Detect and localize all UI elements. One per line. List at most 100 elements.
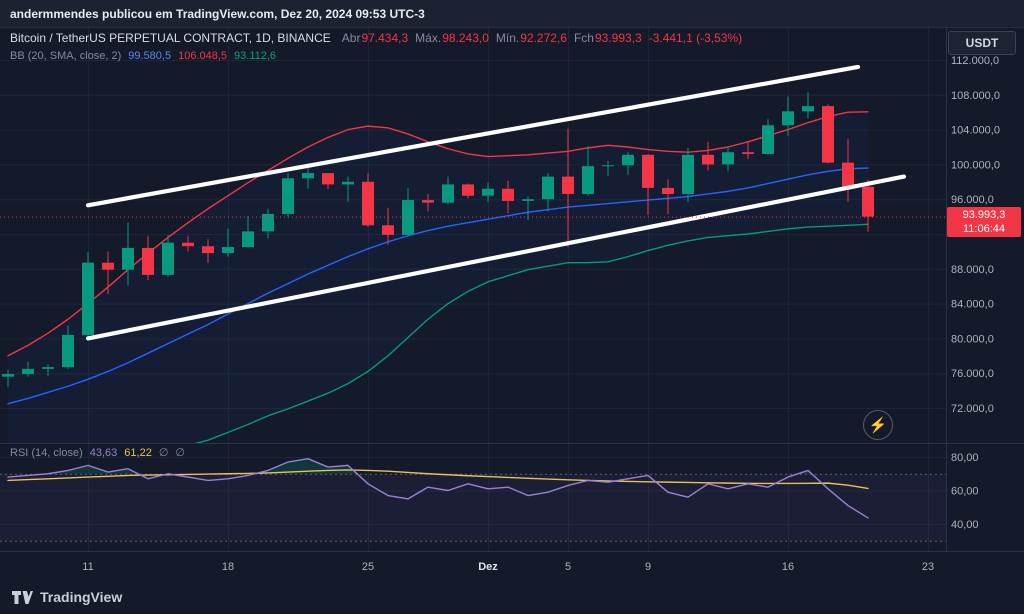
rsi-upper-limit: ∅ [158, 447, 169, 459]
current-price: 93.993,3 [962, 209, 1006, 221]
candle-body [162, 242, 174, 275]
tradingview-logo-icon [12, 590, 33, 604]
rsi-title[interactable]: RSI (14, close) [10, 447, 83, 459]
current-price-tag: 93.993,3 11:06:44 [947, 207, 1021, 237]
attribution-text: andermmendes publicou em TradingView.com… [10, 6, 425, 21]
rsi-lower-limit: ∅ [175, 447, 185, 459]
price-tick-label: 108.000,0 [951, 90, 1000, 102]
ohlc-low: Mín.92.272,6 [496, 31, 567, 45]
price-tick-label: 80.000,0 [951, 333, 994, 345]
time-tick-label: 5 [565, 561, 571, 573]
price-tick-label: 76.000,0 [951, 368, 994, 380]
rsi-line [7, 457, 869, 519]
candle-body [782, 111, 794, 126]
ohlc-close-label: Fch [573, 31, 594, 45]
rsi-tick-label: 80,00 [951, 452, 979, 464]
candle-body [202, 246, 214, 254]
candle-body [122, 247, 134, 270]
candle-body [602, 165, 614, 167]
candle-body [182, 242, 194, 247]
attribution-bar: andermmendes publicou em TradingView.com… [0, 0, 1024, 28]
candle-body [262, 213, 274, 232]
candle-body [342, 181, 354, 185]
bar-countdown: 11:06:44 [962, 223, 1005, 235]
quick-trade-button[interactable]: ⚡ [863, 410, 893, 440]
rsi-value: 43,63 [89, 447, 118, 459]
candle-body [682, 154, 694, 194]
candle-body [22, 368, 34, 375]
price-tick-label: 88.000,0 [951, 264, 994, 276]
candle-body [142, 247, 154, 275]
tradingview-logo-text: TradingView [40, 589, 123, 605]
ohlc-low-value: 92.272,6 [520, 31, 567, 45]
rsi-tick-label: 60,00 [951, 486, 979, 498]
ohlc-high-value: 98.243,0 [442, 31, 489, 45]
candle-body [822, 106, 834, 163]
symbol-title[interactable]: Bitcoin / TetherUS PERPETUAL CONTRACT, 1… [10, 31, 331, 45]
ohlc-low-label: Mín. [495, 31, 520, 45]
candle-body [322, 173, 334, 185]
candle-body [562, 176, 574, 194]
bb-title[interactable]: BB (20, SMA, close, 2) [10, 50, 122, 62]
ohlc-high-label: Máx. [415, 31, 442, 45]
time-tick-label: 23 [922, 561, 934, 573]
ohlc-close-value: 93.993,3 [594, 31, 642, 45]
lightning-icon: ⚡ [868, 417, 888, 434]
bb-lower-value: 93.112,6 [234, 50, 277, 62]
main-pane[interactable] [0, 64, 946, 456]
time-tick-label: 16 [782, 561, 794, 573]
candle-body [282, 178, 294, 214]
bb-fill [8, 111, 868, 443]
candle-body [302, 173, 314, 179]
candle-body [662, 187, 674, 194]
bb-basis-value: 99.580,5 [128, 50, 172, 62]
price-tick-label: 100.000,0 [951, 159, 1000, 171]
ohlc-high: Máx.98.243,0 [415, 31, 489, 45]
candle-body [762, 125, 774, 154]
candle-body [482, 188, 494, 196]
time-tick-label: 18 [222, 561, 234, 573]
bb-upper-value: 106.048,5 [178, 50, 228, 62]
rsi-ma-line [7, 469, 869, 490]
bb-basis-line [7, 167, 869, 405]
candle-body [362, 181, 374, 226]
symbol-legend: Bitcoin / TetherUS PERPETUAL CONTRACT, 1… [10, 31, 742, 45]
ohlc-open-value: 97.434,3 [361, 31, 409, 45]
candle-body [582, 166, 594, 194]
rsi-ma-value: 61,22 [124, 447, 152, 459]
rsi-overbought-fill [48, 465, 138, 474]
candle-body [502, 188, 514, 201]
time-tick-label: 11 [82, 561, 93, 573]
candle-body [2, 374, 14, 377]
candle-body [642, 154, 654, 188]
tradingview-logo[interactable]: TradingView [12, 589, 122, 605]
candle-body [622, 154, 634, 166]
rsi-pane[interactable] [0, 457, 946, 542]
ohlc-change: -3.441,1 (-3,53%) [648, 31, 743, 45]
candle-body [102, 262, 114, 270]
price-tick-label: 112.000,0 [951, 55, 999, 67]
candle-body [382, 225, 394, 235]
rsi-tick-label: 40,00 [951, 519, 979, 531]
candle-body [62, 334, 74, 368]
candle-body [702, 154, 714, 165]
candle-body [462, 184, 474, 196]
candle-body [542, 176, 554, 200]
ohlc-open-label: Abr [341, 31, 361, 45]
currency-toggle-usdt[interactable]: USDT [948, 31, 1016, 55]
bb-legend: BB (20, SMA, close, 2) 99.580,5 106.048,… [10, 49, 276, 63]
price-tick-label: 72.000,0 [951, 403, 994, 415]
candle-body [862, 186, 874, 217]
time-tick-label: Dez [478, 561, 498, 573]
candle-body [42, 367, 54, 369]
candle-body [442, 184, 454, 203]
axis-labels[interactable]: 11 18 25 Dez 5 9 16 23 112.000,0 108.000,0 104.000… [82, 55, 1000, 573]
candle-body [742, 152, 754, 154]
ohlc-open: Abr97.434,3 [342, 31, 408, 45]
rsi-legend: RSI (14, close) 43,63 61,22 ∅ ∅ [10, 446, 185, 460]
ohlc-close: Fch93.993,3 [574, 31, 642, 45]
price-tick-label: 84.000,0 [951, 299, 994, 311]
candle-body [842, 162, 854, 188]
bb-lower-line [194, 223, 869, 443]
